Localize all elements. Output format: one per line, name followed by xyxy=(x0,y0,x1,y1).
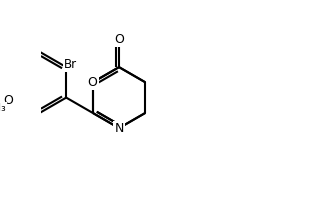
Text: O: O xyxy=(3,94,13,107)
Text: O: O xyxy=(88,76,98,89)
Text: O: O xyxy=(114,32,124,46)
Text: Br: Br xyxy=(64,58,77,71)
Text: N: N xyxy=(114,122,124,135)
Text: CH₃: CH₃ xyxy=(0,103,6,113)
